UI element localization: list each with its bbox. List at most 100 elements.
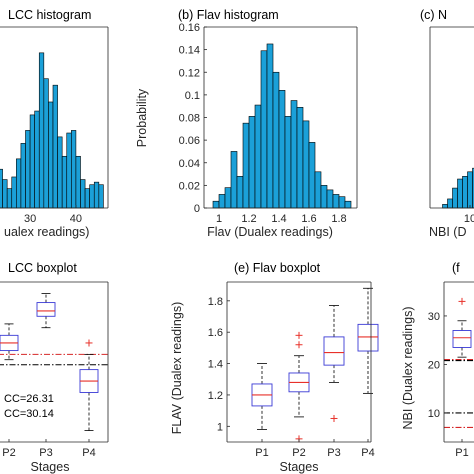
- panel-b-y-tick-label: 0.12: [179, 67, 200, 79]
- panel-b-bar: [296, 107, 304, 209]
- panel-a-bar: [98, 184, 104, 209]
- panel-d-plot: P2 P3 P4: [0, 281, 109, 459]
- panel-a-bar: [2, 179, 8, 209]
- panel-c-bar: [467, 171, 473, 209]
- panel-e-plot: P1 P2 P3 P4 1 1.2 1.4 1.6 1.8: [208, 281, 379, 459]
- panel-b-y-tick-label: 0.02: [179, 180, 200, 192]
- panel-e-x-tick-label: P3: [327, 447, 340, 459]
- panel-c-plot: 10: [429, 26, 474, 225]
- panel-f-plot: P1 10 20 30: [428, 281, 474, 459]
- panel-e-y-tick-label: 1.6: [208, 327, 223, 339]
- panel-b-bar: [218, 194, 226, 209]
- panel-b-x-tick-label: 1: [216, 213, 222, 225]
- panel-c-x-tick-label: 10: [464, 213, 474, 225]
- panel-e-x-tick-label: P1: [255, 447, 268, 459]
- panel-f-x-tick-label: P1: [455, 447, 468, 459]
- panel-b-y-tick-label: 0.1: [185, 90, 200, 102]
- panel-f-box: [452, 330, 472, 348]
- panel-c-bar: [462, 176, 468, 209]
- panel-b-bar: [314, 171, 322, 209]
- panel-b-title: (b) Flav histogram: [178, 8, 279, 22]
- panel-b-bar: [284, 116, 292, 209]
- panel-e-x-tick-label: P2: [292, 447, 305, 459]
- panel-d-x-tick-label: P4: [82, 447, 95, 459]
- panel-b-y-tick-label: 0.04: [179, 158, 200, 170]
- panel-b-y-tick-label: 0.14: [179, 45, 200, 57]
- panel-e-y-tick-label: 1: [217, 421, 223, 433]
- panel-a-bar: [75, 155, 81, 209]
- panel-e-y-tick-label: 1.2: [208, 390, 223, 402]
- panel-b-xlabel: Flav (Dualex readings): [207, 225, 333, 239]
- panel-a-bar: [0, 168, 3, 209]
- panel-e-ylabel: FLAV (Dualex readings): [170, 302, 184, 434]
- panel-b-x-tick-label: 1.4: [271, 213, 286, 225]
- panel-b-bar: [320, 185, 328, 209]
- panel-a-title: LCC histogram: [8, 8, 91, 22]
- panel-b-bar: [254, 104, 262, 209]
- panel-b-bar: [326, 189, 334, 209]
- panel-f-ylabel: NBI (Dualex readings): [401, 307, 415, 430]
- panel-b-bar: [272, 71, 280, 209]
- panel-c-bar: [452, 187, 458, 209]
- panel-a-x-tick-label: 40: [70, 213, 82, 225]
- panel-b-bar: [212, 200, 220, 209]
- panel-e-x-tick-label: P4: [361, 447, 374, 459]
- panel-e-box: [323, 336, 345, 366]
- panel-f-y-tick-label: 10: [428, 408, 440, 420]
- panel-c-bar: [457, 178, 463, 209]
- panel-a-bar: [48, 101, 54, 209]
- panel-b-bar: [230, 151, 238, 209]
- panel-b-x-tick-label: 1.8: [331, 213, 346, 225]
- panel-a-x-tick-label: 30: [24, 213, 36, 225]
- panel-a-bar: [71, 130, 77, 209]
- panel-e-y-tick-label: 1.8: [208, 296, 223, 308]
- panel-b-y-tick-label: 0.08: [179, 113, 200, 125]
- panel-b-bar: [332, 194, 340, 209]
- panel-b-bar: [224, 187, 232, 209]
- panel-d-x-tick-label: P2: [2, 447, 15, 459]
- panel-b-bar: [290, 100, 298, 209]
- panel-b-bar: [344, 200, 352, 209]
- panel-a-bar: [89, 184, 95, 209]
- panel-a-bar: [84, 188, 90, 209]
- panel-b-plot: 1 1.2 1.4 1.6 1.8 0 0.02 0.04 0.06 0.08 0.1 0.12 0.1…: [179, 22, 358, 225]
- panel-d-box: [36, 302, 56, 317]
- panel-f-y-tick-label: 20: [428, 359, 440, 371]
- panel-e-y-tick-label: 1.4: [208, 359, 223, 371]
- panel-b-bar: [266, 43, 274, 209]
- panel-b-bar: [248, 116, 256, 209]
- panel-c-bar: [442, 204, 448, 209]
- panel-a-bar: [57, 136, 63, 209]
- panel-b-y-tick-label: 0.16: [179, 22, 200, 34]
- panel-c-bar: [447, 198, 453, 209]
- panel-a-bar: [61, 155, 68, 209]
- panel-a-bar: [34, 110, 40, 209]
- panel-a-bar: [93, 181, 100, 209]
- panel-a-xlabel: ualex readings): [4, 225, 89, 239]
- panel-a-bar: [25, 130, 31, 209]
- panel-a-bar: [6, 188, 13, 209]
- panel-e-xlabel: Stages: [280, 460, 319, 474]
- panel-a-bar: [80, 179, 86, 209]
- panel-c-bar: [472, 167, 474, 209]
- panel-b-bar: [338, 196, 346, 209]
- panel-d-title: LCC boxplot: [8, 261, 77, 275]
- panel-b-bar: [308, 142, 316, 209]
- panel-b-bar: [278, 90, 286, 209]
- panel-b-x-tick-label: 1.6: [301, 213, 316, 225]
- panel-a-plot: 30 40: [0, 26, 109, 225]
- panel-f-y-tick-label: 30: [428, 311, 440, 323]
- panel-b-bar: [242, 122, 250, 209]
- panel-a-bar: [66, 132, 72, 209]
- panel-d-annotation-2: CC=30.14: [4, 408, 54, 420]
- panel-f-title: (f: [452, 261, 460, 275]
- panel-b-ylabel: Probability: [135, 88, 149, 147]
- panel-a-bar: [52, 84, 58, 209]
- panel-a-bar: [43, 78, 49, 209]
- panel-a-bar: [16, 158, 22, 209]
- panel-b-y-tick-label: 0: [194, 203, 200, 215]
- panel-e-title: (e) Flav boxplot: [234, 261, 321, 275]
- panel-a-bar: [20, 143, 26, 209]
- panel-b-bar: [236, 176, 244, 209]
